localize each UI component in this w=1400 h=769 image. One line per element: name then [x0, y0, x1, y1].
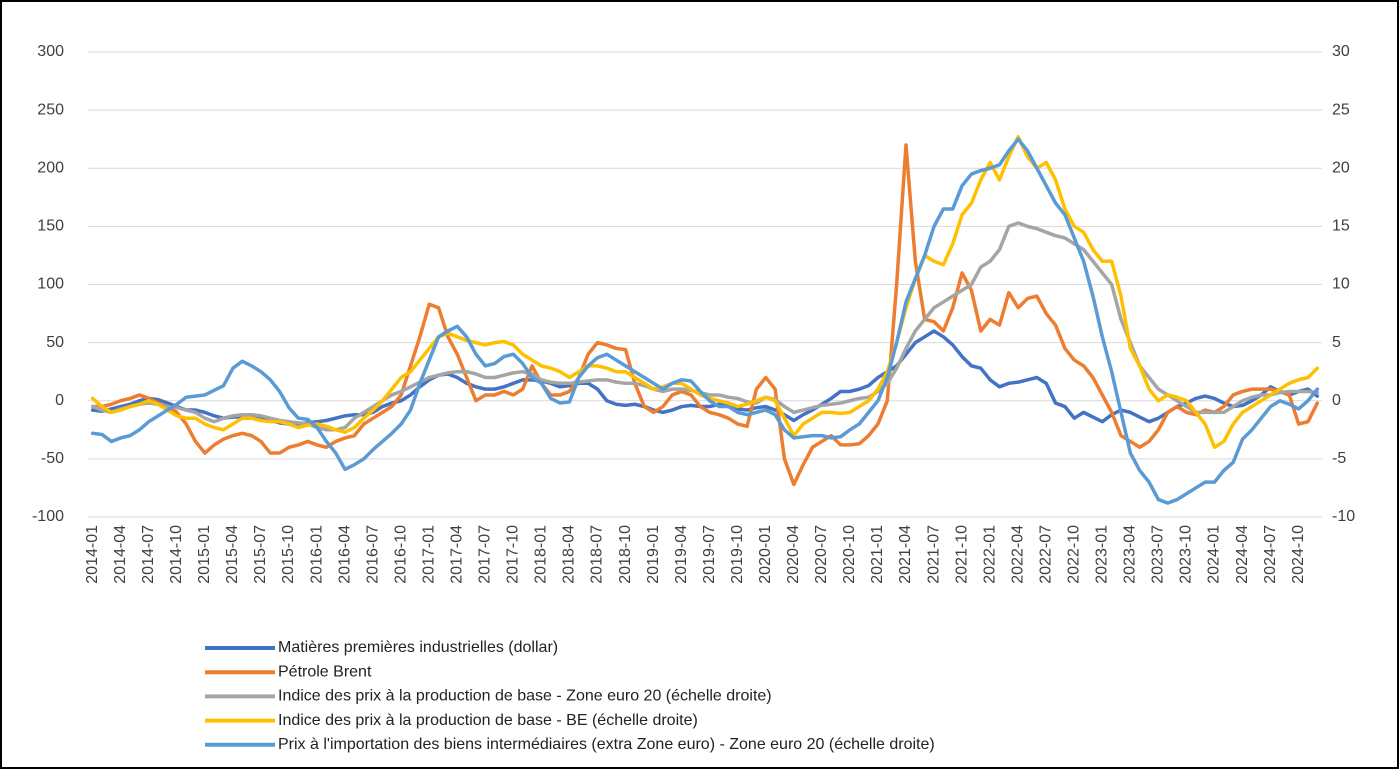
y2-tick-label: 10: [1332, 276, 1350, 293]
legend-label: Pétrole Brent: [278, 663, 372, 680]
x-tick-label: 2021-01: [869, 525, 886, 584]
y-tick-label: -100: [32, 508, 64, 525]
x-tick-label: 2024-10: [1290, 525, 1307, 584]
y2-tick-label: 0: [1332, 392, 1341, 409]
y-tick-label: 200: [37, 159, 64, 176]
x-tick-label: 2022-01: [981, 525, 998, 584]
legend-label: Prix à l'importation des biens intermédi…: [278, 736, 935, 753]
x-tick-label: 2015-10: [280, 525, 297, 584]
legend-label: Indice des prix à la production de base …: [278, 688, 772, 705]
legend-label: Indice des prix à la production de base …: [278, 712, 698, 729]
x-tick-label: 2022-10: [1065, 525, 1082, 584]
x-tick-label: 2024-04: [1234, 525, 1251, 584]
series-line: [90, 137, 1320, 505]
x-tick-label: 2017-04: [448, 525, 465, 584]
x-tick-label: 2014-10: [168, 525, 185, 584]
y2-tick-label: -5: [1332, 450, 1346, 467]
x-tick-label: 2020-07: [813, 525, 830, 584]
y-tick-label: 50: [46, 334, 64, 351]
x-tick-label: 2024-01: [1206, 525, 1223, 584]
x-tick-label: 2019-01: [645, 525, 662, 584]
x-tick-label: 2014-04: [112, 525, 129, 584]
x-tick-label: 2016-01: [308, 525, 325, 584]
x-tick-label: 2015-07: [252, 525, 269, 584]
x-tick-label: 2016-04: [336, 525, 353, 584]
y-tick-label: 100: [37, 276, 64, 293]
x-tick-label: 2023-10: [1178, 525, 1195, 584]
x-tick-label: 2022-04: [1009, 525, 1026, 584]
x-tick-label: 2021-04: [897, 525, 914, 584]
x-tick-label: 2022-07: [1037, 525, 1054, 584]
y-tick-label: 250: [37, 101, 64, 118]
legend: Matières premières industrielles (dollar…: [205, 639, 935, 753]
x-tick-label: 2018-04: [561, 525, 578, 584]
x-tick-label: 2023-07: [1150, 525, 1167, 584]
y2-tick-label: 20: [1332, 159, 1350, 176]
x-tick-label: 2021-10: [953, 525, 970, 584]
y-tick-label: 0: [55, 392, 64, 409]
x-tick-label: 2018-01: [533, 525, 550, 584]
x-tick-label: 2019-07: [701, 525, 718, 584]
y2-tick-label: 15: [1332, 218, 1350, 235]
y-tick-label: 150: [37, 218, 64, 235]
x-tick-label: 2017-10: [505, 525, 522, 584]
x-tick-label: 2014-01: [84, 525, 101, 584]
x-tick-label: 2020-01: [757, 525, 774, 584]
legend-label: Matières premières industrielles (dollar…: [278, 639, 558, 656]
y-tick-label: -50: [41, 450, 64, 467]
x-tick-label: 2021-07: [925, 525, 942, 584]
x-tick-label: 2015-01: [196, 525, 213, 584]
y2-tick-label: 30: [1332, 43, 1350, 60]
x-tick-label: 2014-07: [140, 525, 157, 584]
x-tick-label: 2017-01: [420, 525, 437, 584]
y2-tick-label: 25: [1332, 101, 1350, 118]
x-tick-label: 2018-10: [617, 525, 634, 584]
x-tick-label: 2023-01: [1094, 525, 1111, 584]
x-tick-label: 2017-07: [477, 525, 494, 584]
x-tick-label: 2019-10: [729, 525, 746, 584]
x-tick-label: 2020-10: [841, 525, 858, 584]
x-tick-label: 2020-04: [785, 525, 802, 584]
x-tick-label: 2018-07: [589, 525, 606, 584]
x-tick-label: 2016-07: [364, 525, 381, 584]
x-tick-label: 2015-04: [224, 525, 241, 584]
y2-tick-label: 5: [1332, 334, 1341, 351]
x-tick-label: 2019-04: [673, 525, 690, 584]
series-line: [90, 143, 1320, 487]
y2-tick-label: -10: [1332, 508, 1355, 525]
y-tick-label: 300: [37, 43, 64, 60]
x-tick-label: 2016-10: [392, 525, 409, 584]
x-tick-label: 2024-07: [1262, 525, 1279, 584]
x-tick-label: 2023-04: [1122, 525, 1139, 584]
